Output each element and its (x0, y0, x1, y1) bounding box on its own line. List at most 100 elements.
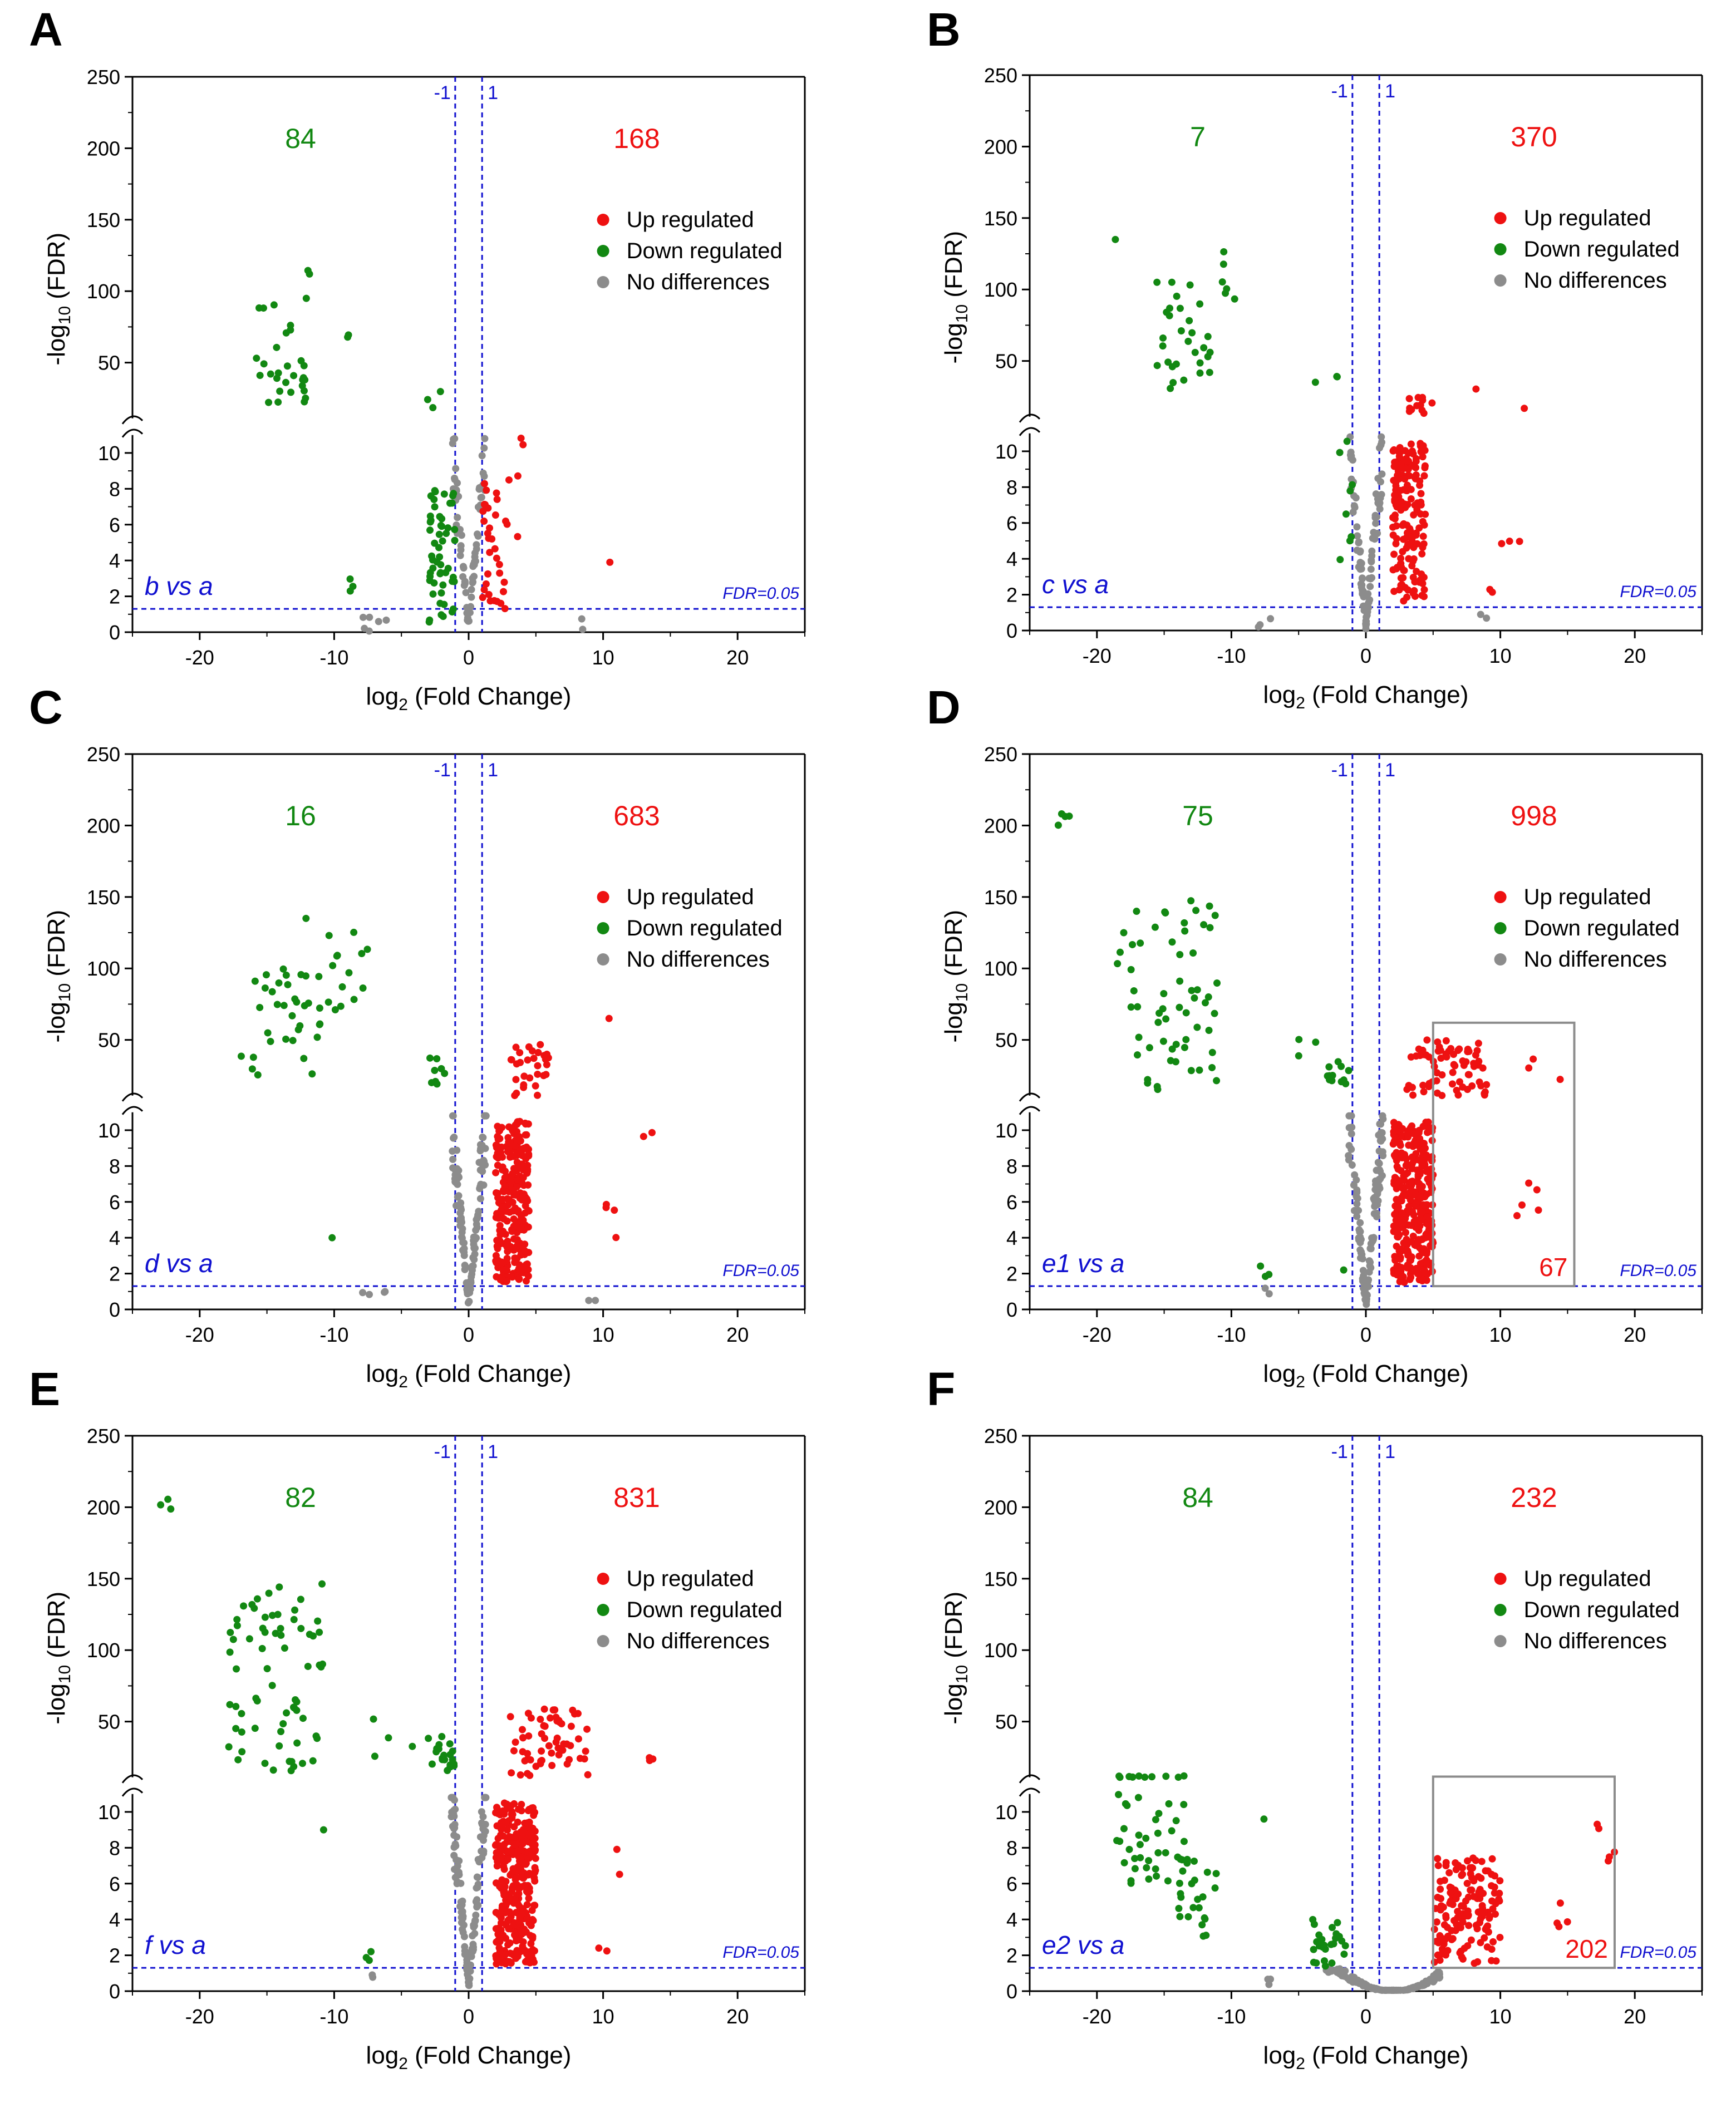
point-up-regulated (1488, 1855, 1496, 1863)
legend-marker-up (597, 1573, 609, 1585)
point-no-difference (478, 452, 486, 460)
point-up-regulated (509, 1884, 517, 1892)
point-down-regulated (265, 398, 273, 406)
point-no-difference (1348, 1112, 1355, 1120)
point-up-regulated (1442, 1861, 1450, 1869)
point-down-regulated (429, 590, 437, 598)
point-up-regulated (1390, 550, 1398, 558)
point-down-regulated (267, 1037, 274, 1045)
point-down-regulated (282, 378, 290, 386)
point-up-regulated (1452, 1866, 1460, 1874)
point-no-difference (468, 593, 475, 601)
point-up-regulated (505, 1833, 513, 1840)
point-up-regulated (1464, 1071, 1472, 1078)
point-up-regulated (649, 1755, 657, 1763)
point-down-regulated (1127, 1877, 1135, 1885)
y-tick-label: 0 (109, 621, 120, 644)
point-down-regulated (1120, 1859, 1128, 1866)
point-no-difference (469, 578, 477, 586)
point-down-regulated (1196, 369, 1204, 377)
y-axis-title-tail: (FDR) (940, 910, 967, 983)
point-no-difference (456, 551, 464, 559)
legend-label-down: Down regulated (627, 1598, 783, 1622)
point-down-regulated (439, 581, 447, 589)
point-up-regulated (527, 1939, 535, 1947)
point-up-regulated (1423, 1269, 1430, 1277)
point-up-regulated (1397, 1267, 1405, 1275)
point-up-regulated (510, 1841, 518, 1849)
point-down-regulated (451, 526, 459, 534)
point-down-regulated (1174, 1853, 1182, 1861)
y-tick-label: 100 (984, 278, 1017, 301)
y-tick-label: 4 (1006, 548, 1017, 570)
point-down-regulated (1176, 1913, 1184, 1920)
point-down-regulated (302, 294, 310, 302)
point-up-regulated (517, 1771, 524, 1779)
point-up-regulated (1556, 1076, 1564, 1083)
point-up-regulated (563, 1760, 571, 1768)
point-down-regulated (1159, 334, 1167, 342)
point-down-regulated (1211, 1009, 1218, 1017)
point-up-regulated (517, 1137, 524, 1145)
point-down-regulated (286, 1757, 293, 1765)
point-down-regulated (444, 524, 452, 532)
point-down-regulated (409, 1742, 416, 1750)
point-down-regulated (1188, 987, 1196, 994)
point-up-regulated (1417, 510, 1424, 518)
point-down-regulated (1205, 1026, 1213, 1034)
point-down-regulated (309, 1632, 317, 1640)
point-up-regulated (1415, 1045, 1423, 1053)
point-down-regulated (350, 928, 358, 936)
y-tick-label: 8 (109, 1155, 120, 1178)
point-up-regulated (1403, 534, 1410, 541)
fdr-threshold-label: FDR=0.05 (722, 1943, 799, 1962)
point-up-regulated (1465, 1922, 1473, 1929)
fdr-threshold-label: FDR=0.05 (1620, 1943, 1696, 1962)
point-down-regulated (446, 1761, 454, 1769)
point-no-difference (460, 1239, 468, 1247)
y-tick-label: 250 (984, 64, 1017, 87)
point-down-regulated (429, 556, 436, 564)
up-count: 168 (613, 123, 660, 154)
point-up-regulated (563, 1740, 571, 1748)
point-down-regulated (229, 1636, 237, 1643)
point-up-regulated (514, 472, 522, 480)
point-down-regulated (1129, 1773, 1137, 1781)
point-no-difference (467, 1279, 475, 1287)
point-no-difference (1368, 556, 1375, 564)
highlight-box (1432, 1021, 1576, 1288)
point-no-difference (366, 613, 373, 621)
point-no-difference (460, 1921, 468, 1929)
point-up-regulated (518, 1726, 526, 1733)
point-down-regulated (1176, 977, 1184, 985)
point-down-regulated (1114, 960, 1122, 968)
point-up-regulated (1420, 472, 1428, 480)
point-up-regulated (1398, 581, 1406, 589)
point-down-regulated (428, 1760, 436, 1768)
fc-threshold-pos-label: 1 (1385, 760, 1395, 781)
point-down-regulated (234, 1756, 242, 1764)
point-up-regulated (519, 1826, 527, 1834)
point-down-regulated (1145, 1044, 1153, 1052)
point-up-regulated (1419, 453, 1427, 461)
point-down-regulated (1145, 1875, 1153, 1883)
point-up-regulated (1396, 486, 1404, 494)
point-no-difference (465, 1298, 473, 1306)
point-up-regulated (525, 1207, 533, 1215)
point-up-regulated (1410, 463, 1418, 471)
point-down-regulated (1191, 994, 1198, 1002)
point-up-regulated (1417, 576, 1424, 584)
point-down-regulated (1213, 979, 1221, 987)
y-tick-label: 100 (87, 1639, 120, 1662)
point-up-regulated (1433, 1918, 1440, 1926)
point-down-regulated (425, 1735, 432, 1742)
point-up-regulated (493, 1849, 500, 1856)
point-no-difference (447, 1794, 455, 1801)
point-up-regulated (1408, 1122, 1415, 1130)
point-down-regulated (333, 952, 341, 960)
point-no-difference (482, 1794, 490, 1801)
point-up-regulated (1423, 1248, 1431, 1255)
point-up-regulated (1423, 1260, 1430, 1268)
x-axis-title: log2 (Fold Change) (366, 2042, 572, 2073)
